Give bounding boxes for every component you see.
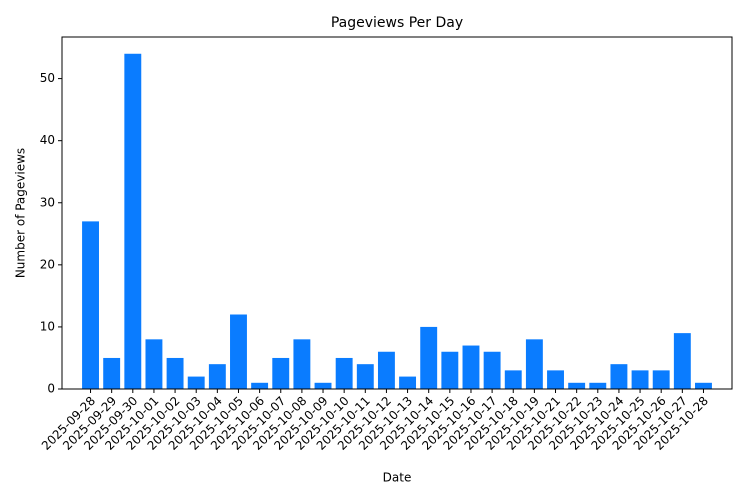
bar xyxy=(462,345,480,389)
y-tick-label: 50 xyxy=(40,71,55,85)
y-tick-label: 20 xyxy=(40,257,55,271)
bar xyxy=(124,53,142,390)
bar xyxy=(420,326,438,389)
bar xyxy=(525,339,543,389)
bar xyxy=(82,221,99,389)
plot-frame xyxy=(61,36,733,390)
bar xyxy=(314,382,332,389)
bar xyxy=(568,382,586,389)
bar xyxy=(103,357,121,389)
bar xyxy=(652,370,670,389)
bar xyxy=(293,339,311,389)
y-tick-label: 40 xyxy=(40,133,55,147)
bar xyxy=(145,339,163,389)
bar xyxy=(335,357,353,389)
bar xyxy=(483,351,501,389)
bar xyxy=(441,351,459,389)
y-tick-label: 0 xyxy=(47,382,55,396)
y-tick-label: 30 xyxy=(40,195,55,209)
bar xyxy=(547,370,564,389)
bar xyxy=(187,376,205,389)
bar xyxy=(399,376,417,389)
bar xyxy=(356,364,374,389)
bar xyxy=(504,370,522,389)
y-tick-label: 10 xyxy=(40,319,55,333)
bar xyxy=(589,382,607,389)
bar xyxy=(166,357,184,389)
bar xyxy=(673,333,691,389)
chart-title: Pageviews Per Day xyxy=(331,15,463,31)
bar xyxy=(251,382,269,389)
bar xyxy=(377,351,395,389)
bar xyxy=(631,370,649,389)
bar xyxy=(695,382,712,389)
bar xyxy=(230,314,247,389)
bar xyxy=(610,364,628,389)
bar xyxy=(272,357,290,389)
y-axis-label: Number of Pageviews xyxy=(14,148,28,278)
x-axis-label: Date xyxy=(383,471,412,485)
bar xyxy=(208,364,226,389)
